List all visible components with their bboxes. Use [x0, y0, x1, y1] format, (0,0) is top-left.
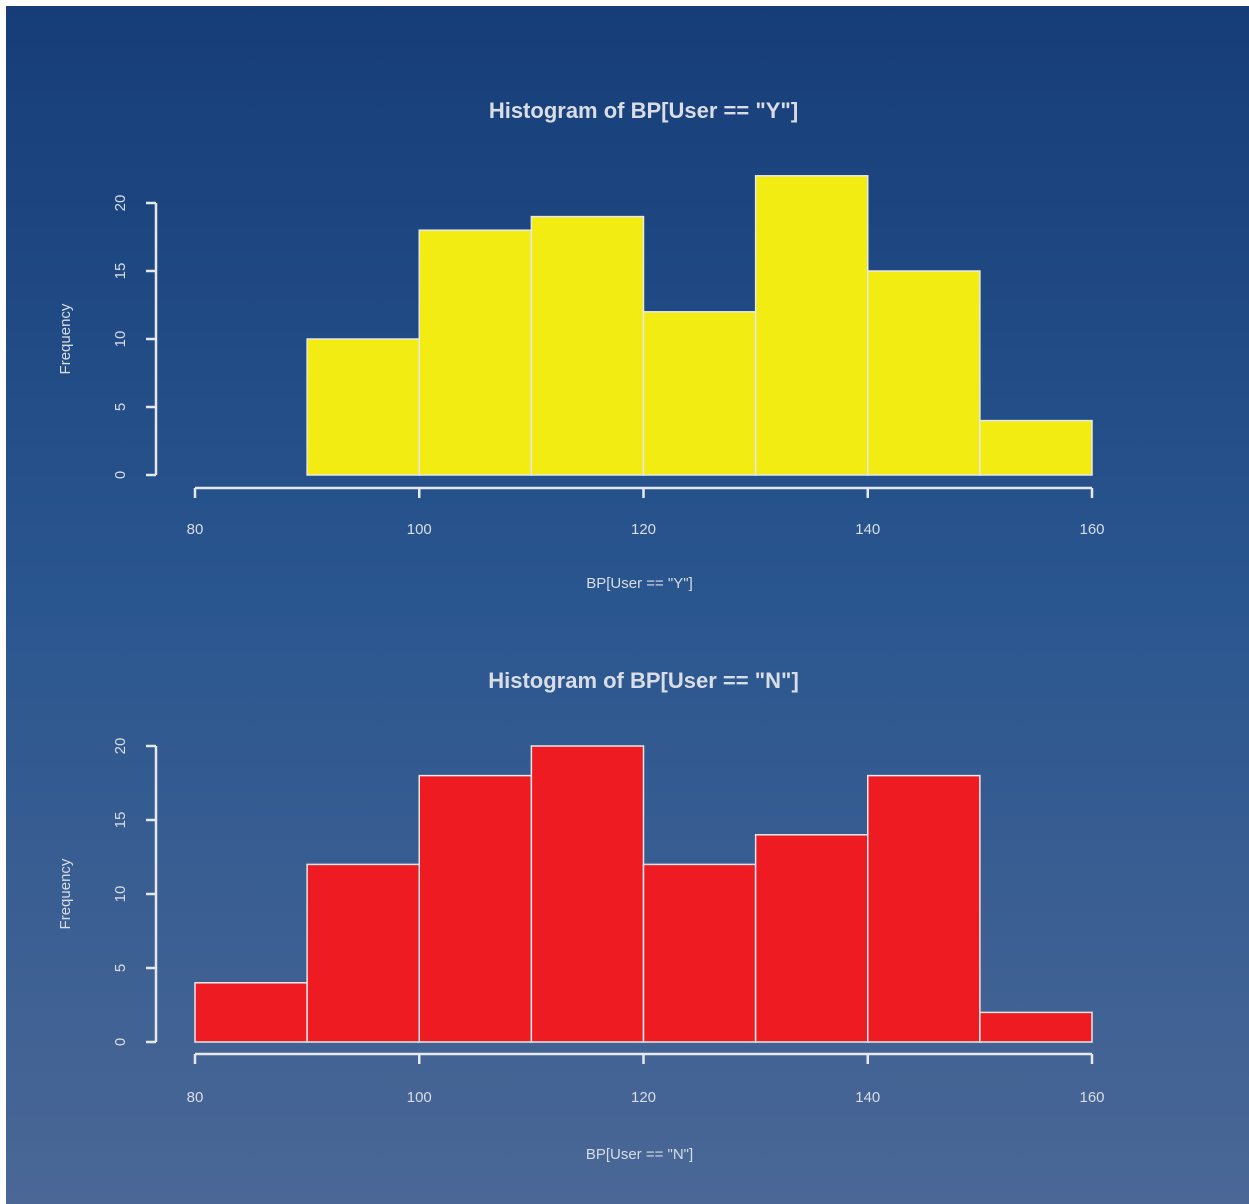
y-axis-label-n: Frequency: [57, 858, 74, 929]
y-tick-label-y: 10: [112, 331, 129, 348]
histogram-bar-n: [979, 1011, 1093, 1043]
y-tick-label-n: 0: [112, 1038, 129, 1046]
chart-canvas: Histogram of BP[User == "Y"] 80 100 120 140 1…: [6, 6, 1249, 1204]
x-tick-label-n: 140: [855, 1089, 880, 1106]
x-tick-label-n: 120: [631, 1089, 656, 1106]
histogram-bar-n: [867, 774, 981, 1043]
x-tick-label-n: 160: [1079, 1089, 1104, 1106]
histogram-bar-y: [306, 338, 420, 476]
y-tick-label-y: 15: [112, 263, 129, 280]
histogram-bar-y: [642, 311, 757, 476]
x-tick-label-n: 80: [187, 1089, 204, 1106]
histogram-bar-n: [306, 863, 420, 1043]
x-tick-label-y: 80: [187, 521, 204, 538]
histogram-bar-n: [530, 745, 645, 1043]
x-tick-label-y: 120: [631, 521, 656, 538]
x-tick-label-y: 100: [407, 521, 432, 538]
histogram-bar-y: [867, 270, 981, 476]
y-tick-label-n: 15: [112, 812, 129, 829]
y-tick-label-n: 20: [112, 738, 129, 755]
y-tick-label-y: 0: [112, 471, 129, 479]
histogram-bar-y: [418, 229, 533, 476]
histogram-figure: Histogram of BP[User == "Y"]80 100 120 140 1…: [57, 98, 1105, 1163]
histogram-bar-n: [642, 863, 757, 1043]
histogram-bar-n: [194, 982, 308, 1043]
chart-title-n: Histogram of BP[User == "N"]: [488, 668, 799, 693]
chart-title-y: Histogram of BP[User == "Y"]: [489, 98, 798, 123]
y-axis-label-y: Frequency: [57, 303, 74, 374]
histogram-bar-y: [530, 215, 645, 476]
x-tick-label-y: 140: [855, 521, 880, 538]
y-tick-label-n: 5: [112, 964, 129, 972]
y-tick-label-n: 10: [112, 886, 129, 903]
x-axis-label-y: BP[User == "Y"]: [586, 575, 693, 592]
histogram-bar-n: [418, 774, 533, 1043]
x-axis-label-n: BP[User == "N"]: [586, 1146, 693, 1163]
x-tick-label-y: 160: [1079, 521, 1104, 538]
x-tick-label-n: 100: [407, 1089, 432, 1106]
histogram-bar-n: [754, 834, 869, 1043]
histogram-bar-y: [979, 419, 1093, 476]
y-tick-label-y: 5: [112, 403, 129, 411]
y-tick-label-y: 20: [112, 195, 129, 212]
histogram-bar-y: [754, 175, 869, 476]
